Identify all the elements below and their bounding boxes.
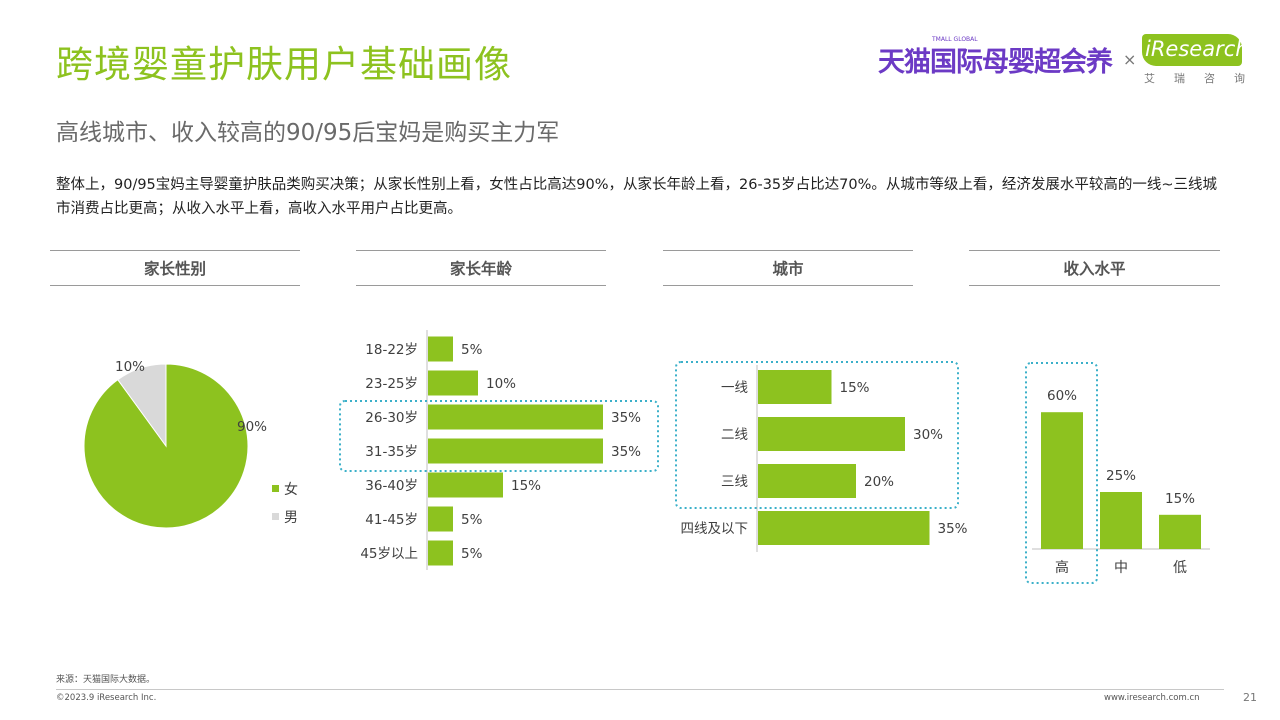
page-subtitle: 高线城市、收入较高的90/95后宝妈是购买主力军 xyxy=(56,120,560,146)
footer-divider xyxy=(56,689,1224,690)
age-tick-4: 36-40岁 xyxy=(365,478,418,494)
page-title: 跨境婴童护肤用户基础画像 xyxy=(56,43,512,86)
age-tick-2: 26-30岁 xyxy=(365,410,418,426)
city-bar-2 xyxy=(758,464,856,498)
income-tick-1: 中 xyxy=(1114,560,1128,576)
pie-slice-1 xyxy=(117,363,167,448)
city-bar-3 xyxy=(758,511,930,545)
income-highlight-box xyxy=(1025,362,1098,584)
age-value-4: 15% xyxy=(511,478,541,494)
city-tick-0: 一线 xyxy=(721,380,748,396)
age-tick-5: 41-45岁 xyxy=(365,512,418,528)
income-bar-2 xyxy=(1159,514,1201,549)
city-value-3: 35% xyxy=(938,521,968,537)
income-bar-0 xyxy=(1041,412,1083,549)
section-header-gender: 家长性别 xyxy=(50,250,300,286)
section-header-age: 家长年龄 xyxy=(356,250,606,286)
city-value-1: 30% xyxy=(913,427,943,443)
age-tick-0: 18-22岁 xyxy=(365,342,418,358)
age-bar-4 xyxy=(428,472,503,498)
income-value-2: 15% xyxy=(1165,491,1195,507)
iresearch-cn-name: 艾瑞咨询 xyxy=(1144,72,1264,85)
city-value-2: 20% xyxy=(864,474,894,490)
age-bar-2 xyxy=(428,404,603,430)
city-value-0: 15% xyxy=(840,380,870,396)
age-tick-3: 31-35岁 xyxy=(365,444,418,460)
age-bar-3 xyxy=(428,438,603,464)
age-value-2: 35% xyxy=(611,410,641,426)
source-note: 来源：天猫国际大数据。 xyxy=(56,675,156,685)
income-value-1: 25% xyxy=(1106,468,1136,484)
pie-legend-swatch-0 xyxy=(272,485,279,492)
city-bar-1 xyxy=(758,417,905,451)
city-bar-0 xyxy=(758,370,832,404)
age-tick-1: 23-25岁 xyxy=(365,376,418,392)
age-bar-1 xyxy=(428,370,478,396)
copyright: ©2023.9 iResearch Inc. xyxy=(56,693,157,703)
tmall-global-small-text: TMALL GLOBAL xyxy=(932,36,978,43)
income-value-0: 60% xyxy=(1047,388,1077,404)
income-bar-1 xyxy=(1100,492,1142,549)
pie-legend-swatch-1 xyxy=(272,513,279,520)
pie-legend-label-0: 女 xyxy=(284,481,298,498)
summary-text: 整体上，90/95宝妈主导婴童护肤品类购买决策；从家长性别上看，女性占比高达90… xyxy=(56,177,1218,217)
age-highlight-box xyxy=(339,400,659,472)
age-value-1: 10% xyxy=(486,376,516,392)
iresearch-logo-badge xyxy=(1142,34,1242,66)
page-number: 21 xyxy=(1243,691,1257,704)
city-tick-2: 三线 xyxy=(721,474,748,490)
age-bar-5 xyxy=(428,506,453,532)
age-value-0: 5% xyxy=(461,342,483,358)
age-value-3: 35% xyxy=(611,444,641,460)
city-tick-3: 四线及以下 xyxy=(681,521,749,537)
city-tick-1: 二线 xyxy=(721,427,748,443)
age-value-6: 5% xyxy=(461,546,483,562)
pie-legend-label-1: 男 xyxy=(284,510,298,526)
age-bar-6 xyxy=(428,540,453,566)
cross-sign: × xyxy=(1123,50,1137,69)
website-link[interactable]: www.iresearch.com.cn xyxy=(1104,693,1200,703)
section-header-city: 城市 xyxy=(663,250,913,286)
city-highlight-box xyxy=(675,361,959,509)
income-tick-2: 低 xyxy=(1173,560,1187,576)
iresearch-logo-text: iResearch xyxy=(1145,37,1249,61)
pie-label-0: 90% xyxy=(237,419,267,435)
age-bar-0 xyxy=(428,336,453,362)
age-tick-6: 45岁以上 xyxy=(360,546,418,562)
pie-label-1: 10% xyxy=(115,359,145,375)
tmall-logo: 天猫国际母婴超会养 xyxy=(878,47,1113,78)
age-value-5: 5% xyxy=(461,512,483,528)
section-header-income: 收入水平 xyxy=(969,250,1220,286)
income-tick-0: 高 xyxy=(1055,559,1069,576)
